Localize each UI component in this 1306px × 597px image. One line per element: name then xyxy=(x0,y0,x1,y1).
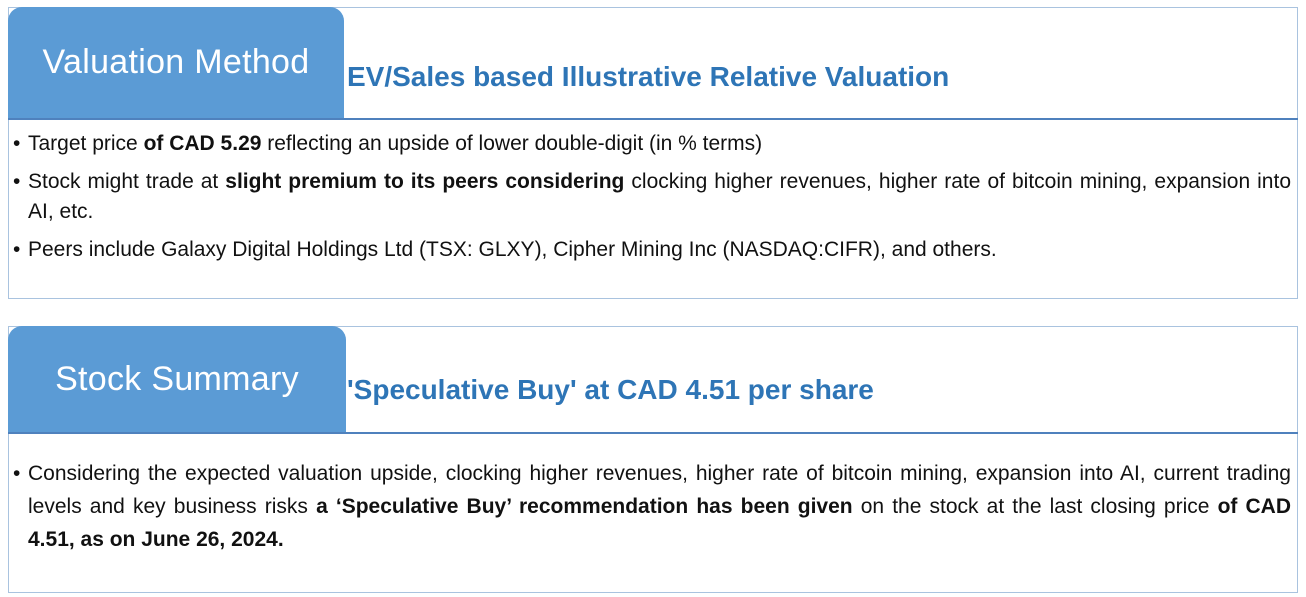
valuation-method-tab: Valuation Method xyxy=(8,7,344,118)
bullet-text: Peers include Galaxy Digital Holdings Lt… xyxy=(28,238,997,261)
valuation-bullet-list: Target price of CAD 5.29 reflecting an u… xyxy=(13,129,1291,273)
valuation-divider xyxy=(8,118,1298,120)
stock-summary-subtitle: 'Speculative Buy' at CAD 4.51 per share xyxy=(347,374,874,405)
stock-summary-tab: Stock Summary xyxy=(8,326,346,432)
stock-summary-divider xyxy=(8,432,1298,434)
bullet-text: clocking higher revenues, higher rate of… xyxy=(28,170,1291,223)
bullet-bold-text: a ‘Speculative Buy’ recommendation has b… xyxy=(316,495,853,518)
stock-summary-section: Stock Summary 'Speculative Buy' at CAD 4… xyxy=(8,326,1298,593)
bullet-premium-to-peers: Stock might trade at slight premium to i… xyxy=(13,167,1291,227)
bullet-bold-text: of CAD 4.51, as on June 26, 2024. xyxy=(28,495,1292,551)
bullet-text: reflecting an upside of lower double-dig… xyxy=(261,132,763,155)
valuation-method-section: Valuation Method EV/Sales based Illustra… xyxy=(8,7,1298,299)
bullet-bold-text: slight premium to its peers considering xyxy=(225,170,625,193)
bullet-target-price: Target price of CAD 5.29 reflecting an u… xyxy=(13,129,1291,159)
bullet-text: Target price xyxy=(28,132,144,155)
bullet-bold-text: of CAD 5.29 xyxy=(143,132,262,155)
bullet-recommendation: Considering the expected valuation upsid… xyxy=(13,457,1291,556)
stock-summary-bullet-list: Considering the expected valuation upsid… xyxy=(13,457,1291,564)
bullet-peers: Peers include Galaxy Digital Holdings Lt… xyxy=(13,235,1291,265)
bullet-text: on the stock at the last closing price xyxy=(852,495,1218,518)
bullet-text: Stock might trade at xyxy=(28,170,226,193)
bullet-text: Considering the expected valuation upsid… xyxy=(28,462,1291,518)
valuation-subtitle: EV/Sales based Illustrative Relative Val… xyxy=(347,61,950,92)
